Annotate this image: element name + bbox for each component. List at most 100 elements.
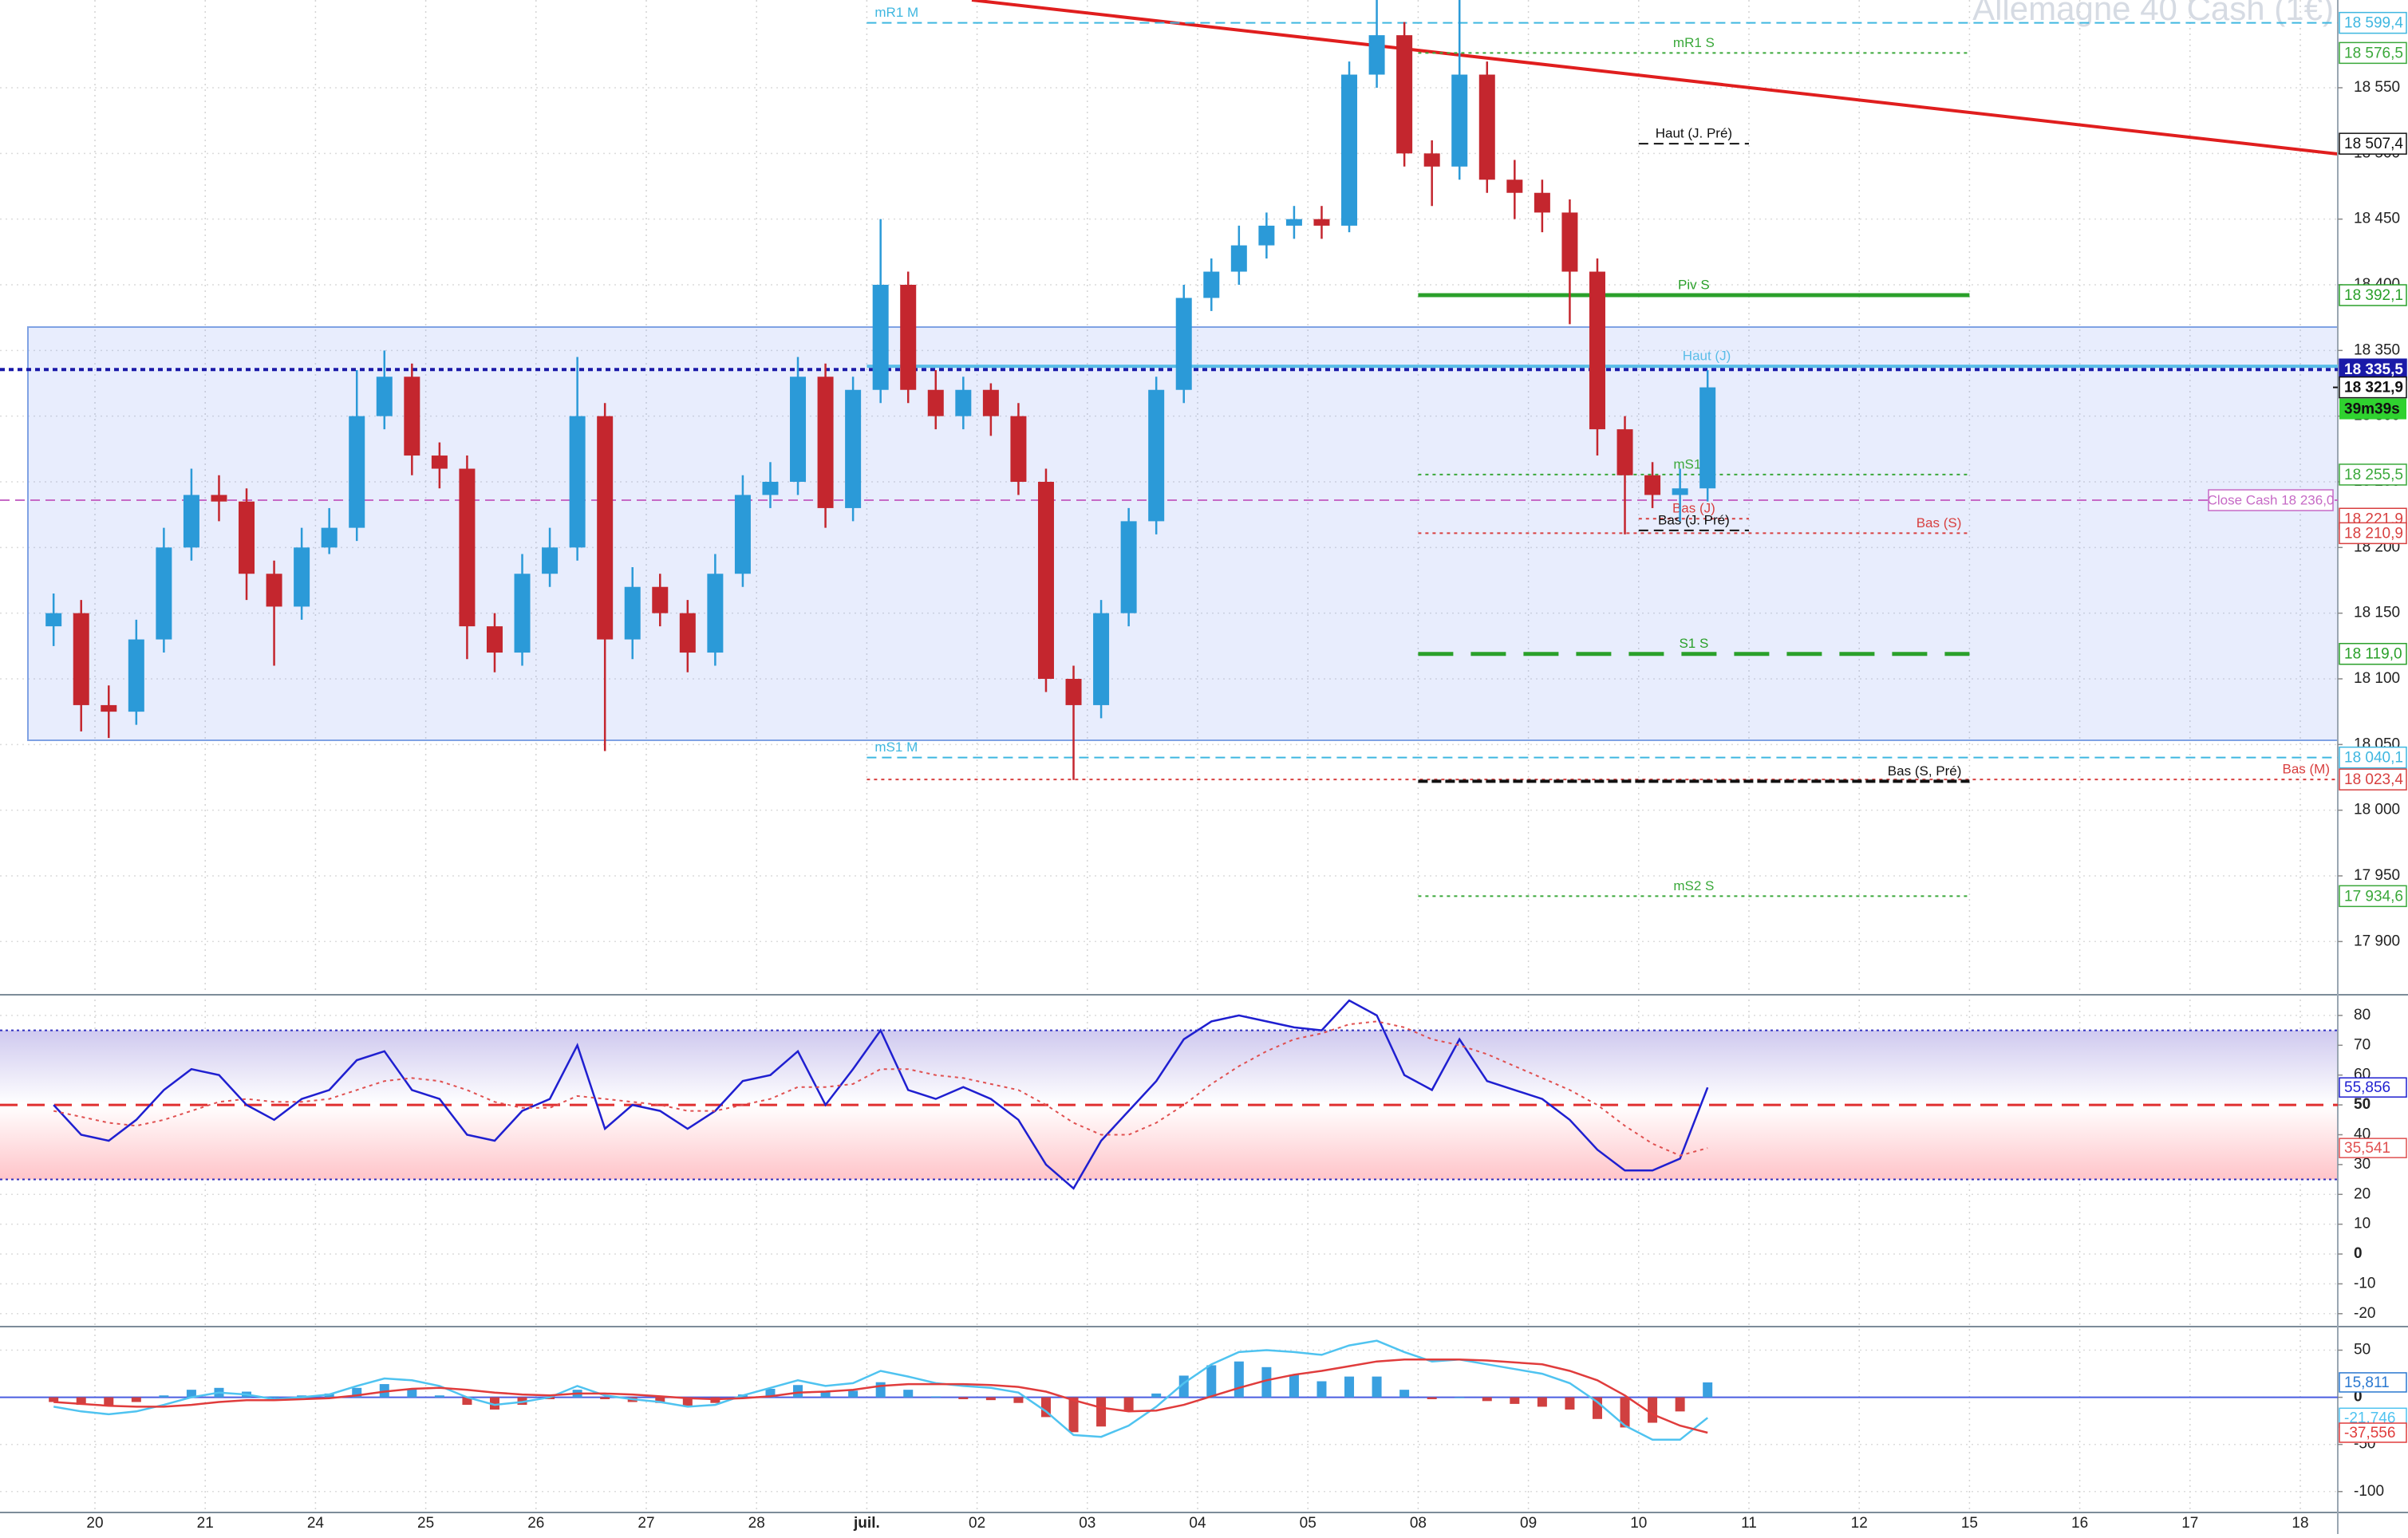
candle-body — [1313, 219, 1330, 226]
x-tick-label: 05 — [1300, 1515, 1317, 1532]
x-tick-label: 20 — [86, 1515, 103, 1532]
x-tick-label: 11 — [1741, 1515, 1757, 1532]
candle-body — [817, 377, 834, 508]
y-tick-label: 50 — [2354, 1342, 2370, 1359]
candle-body — [1423, 153, 1440, 167]
level-label: Haut (J) — [1683, 349, 1731, 364]
price-tag — [2339, 41, 2407, 65]
candle-body — [486, 626, 503, 653]
candle-body — [597, 416, 614, 640]
histogram-bar — [489, 1397, 499, 1410]
level-label: Bas (S) — [1917, 515, 1962, 530]
candle-body — [211, 495, 227, 502]
histogram-bar — [1675, 1397, 1685, 1412]
y-tick-label: -20 — [2354, 1305, 2375, 1322]
candle-body — [955, 389, 972, 416]
candle-body — [459, 468, 476, 627]
histogram-bar — [131, 1397, 141, 1402]
price-tag — [2339, 463, 2407, 486]
x-tick-label: 03 — [1079, 1515, 1095, 1532]
histogram-bar — [1151, 1393, 1162, 1398]
value-label: -37,556 — [2344, 1425, 2395, 1441]
histogram-bar — [1206, 1365, 1217, 1398]
histogram-bar — [600, 1397, 610, 1399]
histogram-bar — [682, 1397, 693, 1406]
x-tick-label: 15 — [1961, 1515, 1978, 1532]
histogram-bar — [159, 1395, 169, 1398]
y-tick-label: 10 — [2354, 1216, 2370, 1232]
x-tick-label: juil. — [853, 1515, 880, 1532]
candle-body — [652, 586, 669, 613]
histogram-bar — [1289, 1374, 1299, 1398]
level-label: mS2 S — [1673, 878, 1714, 893]
price-tag-label: 18 576,5 — [2344, 45, 2403, 61]
histogram-bar — [930, 1396, 941, 1398]
level-label: mS1 M — [874, 739, 918, 755]
value-tag — [2339, 1372, 2407, 1393]
candle-body — [707, 574, 724, 653]
candle-body — [1120, 521, 1137, 613]
histogram-bar — [1261, 1366, 1272, 1398]
y-tick-label: 0 — [2354, 1389, 2363, 1406]
candle-body — [101, 704, 117, 712]
histogram-bar — [1510, 1397, 1520, 1404]
x-tick-label: 21 — [197, 1515, 214, 1532]
level-label: mR1 M — [874, 5, 918, 20]
price-tag — [2339, 376, 2407, 399]
candle-body — [542, 547, 559, 574]
chart-title: Allemagne 40 Cash (1€) — [1972, 0, 2334, 27]
candle-body — [1617, 429, 1633, 475]
histogram-bar — [186, 1390, 196, 1398]
y-tick-label: 18 000 — [2354, 802, 2400, 818]
price-tag-label: 18 507,4 — [2344, 136, 2403, 152]
price-tag — [2339, 522, 2407, 545]
candle-body — [872, 284, 889, 390]
price-tag-label: 18 119,0 — [2344, 646, 2402, 663]
value-tag — [2339, 1138, 2407, 1158]
countdown-box — [2339, 398, 2406, 420]
candle-body — [1451, 74, 1468, 167]
value-label: 35,541 — [2344, 1140, 2390, 1157]
price-tag-label: 17 934,6 — [2344, 888, 2403, 905]
candle-body — [404, 377, 420, 456]
x-tick-label: 12 — [1851, 1515, 1868, 1532]
x-tick-label: 28 — [748, 1515, 765, 1532]
histogram-bar — [903, 1390, 914, 1398]
y-tick-label: -100 — [2354, 1483, 2384, 1500]
price-tag-label: 18 599,4 — [2344, 15, 2403, 32]
histogram-bar — [848, 1390, 859, 1398]
value-label: -21,746 — [2344, 1410, 2395, 1426]
histogram-bar — [765, 1388, 776, 1398]
x-tick-label: 24 — [307, 1515, 325, 1532]
y-tick-label: 18 450 — [2354, 211, 2400, 227]
histogram-bar — [875, 1382, 886, 1398]
candle-body — [1258, 225, 1275, 246]
y-tick-label: 18 550 — [2354, 79, 2400, 96]
candle-body — [239, 501, 255, 574]
candle-body — [845, 389, 862, 508]
candle-body — [431, 455, 448, 469]
histogram-bar — [1096, 1397, 1107, 1427]
x-tick-label: 10 — [1630, 1515, 1647, 1532]
y-tick-label: 18 350 — [2354, 341, 2400, 358]
level-label: Piv S — [1678, 277, 1710, 292]
value-label: 15,811 — [2344, 1374, 2390, 1391]
histogram-bar — [49, 1397, 59, 1402]
histogram-bar — [1234, 1361, 1244, 1398]
candle-body — [1699, 387, 1716, 489]
level-label: Close Cash 18 236,0 — [2208, 493, 2335, 508]
candle-body — [679, 613, 696, 653]
histogram-bar — [958, 1397, 969, 1399]
histogram-bar — [462, 1397, 472, 1406]
price-tag-label: 18 255,5 — [2344, 467, 2403, 483]
price-tag-label: 18 335,5 — [2344, 361, 2403, 378]
candle-body — [1285, 219, 1302, 226]
series-line — [53, 1339, 1708, 1441]
value-tag — [2339, 1422, 2407, 1443]
x-tick-label: 18 — [2292, 1515, 2308, 1532]
y-tick-label: 17 950 — [2354, 867, 2400, 884]
histogram-bar — [1399, 1390, 1410, 1398]
histogram-bar — [104, 1397, 114, 1406]
